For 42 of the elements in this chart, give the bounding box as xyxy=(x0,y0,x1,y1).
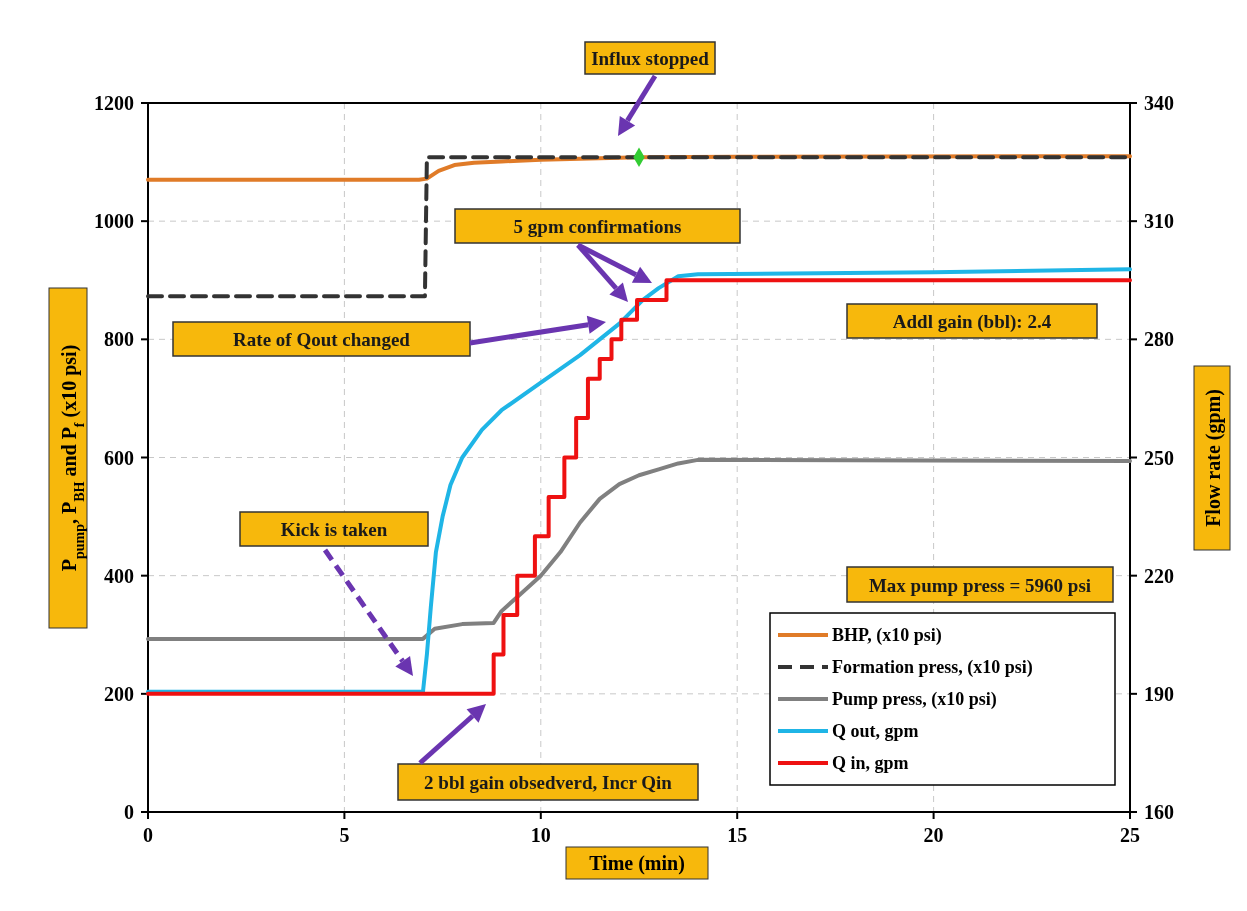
y2-tick-label: 220 xyxy=(1144,564,1174,587)
y-tick-label: 200 xyxy=(104,682,134,705)
y2-tick-label: 280 xyxy=(1144,328,1174,351)
y2-tick-label: 340 xyxy=(1144,92,1174,114)
y2-tick-label: 250 xyxy=(1144,446,1174,469)
x-axis-title: Time (min) xyxy=(589,852,685,875)
x-tick-label: 15 xyxy=(727,824,748,846)
annotation: Addl gain (bbl): 2.4 xyxy=(892,311,1052,333)
y2-tick-label: 310 xyxy=(1144,210,1174,233)
legend-label: Q out, gpm xyxy=(832,721,919,741)
note-box: Rate of Qout changed xyxy=(172,321,471,357)
legend-label: Formation press, (x10 psi) xyxy=(832,657,1033,678)
y2-tick-label: 160 xyxy=(1144,801,1174,823)
note-box: 2 bbl gain obsedverd, Incr Qin xyxy=(397,763,699,801)
note-box: Max pump press = 5960 psi xyxy=(846,566,1114,603)
y-tick-label: 1200 xyxy=(94,92,134,114)
y-tick-label: 400 xyxy=(104,564,134,587)
x-tick-label: 5 xyxy=(339,824,350,846)
annotation: Rate of Qout changed xyxy=(233,329,411,350)
annotation: 5 gpm confirmations xyxy=(513,216,682,237)
x-tick-label: 10 xyxy=(530,824,551,846)
annotation: Kick is taken xyxy=(280,519,388,540)
y-tick-label: 0 xyxy=(124,801,134,823)
annotation: Max pump press = 5960 psi xyxy=(868,574,1092,596)
y-tick-label: 800 xyxy=(104,328,134,351)
title-box: Flow rate (gpm) xyxy=(1193,365,1231,551)
note-box: Influx stopped xyxy=(584,41,716,75)
y-tick-label: 600 xyxy=(104,446,134,469)
note-box: 5 gpm confirmations xyxy=(454,208,741,244)
title-box: Time (min) xyxy=(565,846,709,880)
legend-label: Q in, gpm xyxy=(832,753,909,773)
x-tick-label: 25 xyxy=(1120,824,1140,846)
note-box: Addl gain (bbl): 2.4 xyxy=(846,303,1098,339)
legend-label: BHP, (x10 psi) xyxy=(832,625,942,646)
note-box: Kick is taken xyxy=(239,511,429,547)
y2-tick-label: 190 xyxy=(1144,682,1174,705)
x-tick-label: 20 xyxy=(923,824,944,846)
y-tick-label: 1000 xyxy=(94,210,134,233)
legend-label: Pump press, (x10 psi) xyxy=(832,689,997,710)
x-tick-label: 0 xyxy=(143,824,153,846)
annotation: 2 bbl gain obsedverd, Incr Qin xyxy=(424,772,673,793)
y2-axis-title: Flow rate (gpm) xyxy=(1202,389,1225,527)
